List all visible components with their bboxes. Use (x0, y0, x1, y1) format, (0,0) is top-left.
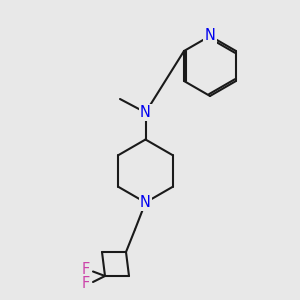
Text: N: N (140, 195, 151, 210)
Text: N: N (205, 28, 215, 44)
Text: F: F (81, 276, 90, 291)
Text: N: N (140, 105, 151, 120)
Text: F: F (81, 262, 90, 278)
